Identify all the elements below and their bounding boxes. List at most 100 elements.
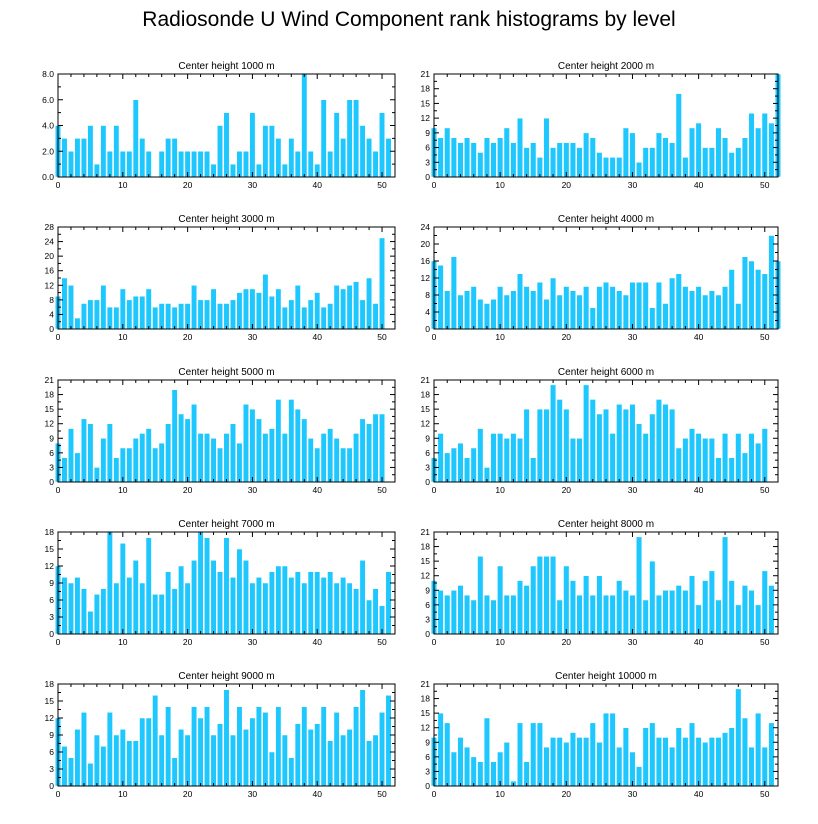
panel-4: Center height 4000 m 0 10 20 30 40 50 0 4 8 12 16 20… [421,214,782,342]
bar [569,732,576,787]
bar [589,594,596,635]
bar [262,274,269,330]
x-tick-label: 40 [312,180,322,190]
y-tick-label: 3 [425,614,430,624]
panel-9: Center height 9000 m 0 10 20 30 40 50 0 3 6 9 12 15 1… [45,671,396,799]
bar [715,599,722,635]
bar [516,722,524,787]
x-tick-label: 40 [694,789,704,799]
bar [320,706,327,787]
bar [576,594,583,635]
bar [741,452,748,483]
y-tick-label: 9 [49,433,54,443]
y-tick-label: 4.0 [42,121,54,131]
bar [262,125,269,178]
bar [113,582,120,635]
bars [55,389,386,483]
bar [74,452,81,483]
y-tick-label: 4 [49,309,54,319]
bar [503,294,510,330]
bar [307,571,314,635]
y-tick-label: 12 [421,571,431,581]
x-tick-label: 0 [432,485,437,495]
bar [636,162,643,178]
y-tick-label: 12 [421,723,431,733]
bar [662,737,669,787]
bar [359,299,366,330]
bar [768,235,775,330]
bar [636,766,643,787]
y-tick-label: 12 [421,273,431,283]
x-tick-label: 20 [183,332,193,342]
bar [761,112,768,178]
bar [715,127,722,178]
x-tick-label: 0 [432,332,437,342]
x-tick-label: 0 [56,789,61,799]
bar [119,447,126,483]
bar [230,734,236,787]
bar [536,408,543,483]
bar [669,277,676,330]
bar [372,303,379,330]
bar [281,163,288,178]
bar [662,404,669,483]
bar [132,560,139,635]
bar [483,717,490,787]
y-tick-label: 18 [421,694,431,704]
bar [294,151,301,178]
bar [556,599,563,635]
bar [327,740,334,787]
bar [437,590,444,635]
bar [178,413,185,483]
bar [359,125,366,178]
bar [158,151,165,178]
bar [145,288,152,330]
bar [242,151,249,178]
bar [735,147,742,178]
bar [242,288,249,330]
bar [353,588,360,635]
bar [314,447,321,483]
bar [688,575,696,635]
y-tick-label: 12 [45,280,55,290]
bar [682,590,689,635]
bar [702,147,709,178]
bar [457,585,464,635]
x-tick-label: 20 [562,637,572,647]
x-tick-label: 50 [760,637,770,647]
bars [430,536,775,635]
bar [191,560,198,635]
bar [715,737,722,787]
bar [106,423,113,483]
bar [530,142,537,178]
bar [191,706,198,787]
bar [702,742,709,787]
x-tick-label: 40 [694,180,704,190]
bar [366,277,373,330]
bar [550,147,557,178]
x-tick-label: 10 [495,637,505,647]
bar [262,433,269,483]
bar [346,582,353,635]
y-tick-label: 16 [421,256,431,266]
bar [662,590,669,635]
bar [301,306,308,330]
bar [708,570,715,635]
bar [682,286,689,330]
bar [722,732,729,787]
bar [171,306,178,330]
y-tick-label: 2.0 [42,146,54,156]
bar [516,117,524,178]
bar [503,742,510,787]
x-tick-label: 50 [377,789,387,799]
panel-6: Center height 6000 m 0 10 20 30 40 50 0 3 6 9 12 15 1… [421,367,779,495]
bar [80,303,87,330]
bar [563,742,570,787]
y-tick-label: 0 [49,629,54,639]
bar [543,408,550,483]
bar [307,151,314,178]
x-tick-label: 50 [760,485,770,495]
y-tick-label: 3 [425,766,430,776]
bar [236,292,243,330]
x-tick-label: 40 [312,332,322,342]
